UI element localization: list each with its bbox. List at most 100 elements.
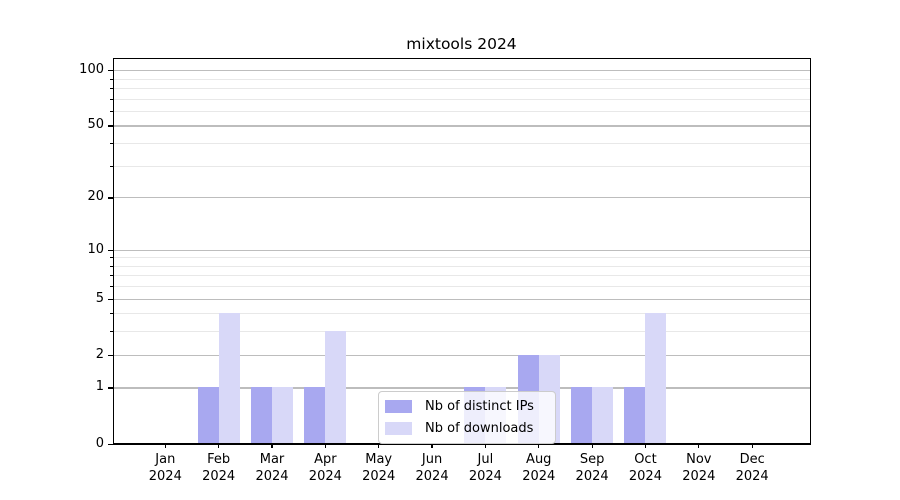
y-tick-label: 10 (87, 241, 104, 257)
y-tick-label: 2 (95, 346, 104, 362)
x-tick-label-month: Apr (314, 452, 337, 467)
bar-downloads-apr (325, 331, 347, 444)
x-tick-label-year: 2024 (255, 468, 289, 484)
y-minor-tick (110, 98, 113, 100)
gridline-major (114, 197, 810, 199)
x-tick-label: Aug 2024 (499, 452, 579, 485)
y-tick-label: 20 (87, 189, 104, 205)
x-tick-label: Nov 2024 (659, 452, 739, 485)
bar-ips-apr (304, 387, 326, 444)
x-tick-label-year: 2024 (415, 468, 449, 484)
y-minor-tick (110, 313, 113, 315)
y-tick (108, 387, 113, 389)
y-minor-tick (110, 88, 113, 90)
x-tick-label: Oct 2024 (605, 452, 685, 485)
x-tick-label-month: Dec (739, 452, 765, 467)
x-tick (271, 444, 273, 449)
x-tick-label-month: Jun (421, 452, 443, 467)
gridline-minor (114, 313, 810, 315)
x-tick-label: Jan 2024 (125, 452, 205, 485)
axis-spine-left (112, 58, 114, 445)
bar-ips-sep (571, 387, 593, 444)
gridline-minor (114, 143, 810, 145)
gridline-major (114, 354, 810, 356)
y-tick (108, 197, 113, 199)
bar-downloads-oct (645, 313, 667, 444)
x-tick-label-year: 2024 (522, 468, 556, 484)
x-tick-label-month: Mar (259, 452, 285, 467)
x-tick-label-month: Oct (634, 452, 657, 467)
y-tick (108, 249, 113, 251)
bar-downloads-mar (272, 387, 293, 444)
y-minor-tick (110, 165, 113, 167)
x-tick-label-month: Sep (579, 452, 605, 467)
x-tick-label-year: 2024 (308, 468, 342, 484)
y-tick-label: 100 (79, 62, 104, 78)
x-tick (538, 444, 540, 449)
x-tick-label-month: Feb (207, 452, 231, 467)
y-minor-tick (110, 265, 113, 267)
x-tick-label: Feb 2024 (179, 452, 259, 485)
y-minor-tick (110, 78, 113, 80)
gridline-minor (114, 78, 810, 80)
y-minor-tick (110, 257, 113, 259)
x-tick-label-year: 2024 (575, 468, 609, 484)
x-tick-label: Mar 2024 (232, 452, 312, 485)
x-tick-label-month: May (365, 452, 393, 467)
x-tick-label-month: Aug (526, 452, 552, 467)
gridline-minor (114, 98, 810, 100)
x-tick-label: Jul 2024 (445, 452, 525, 485)
y-tick-label: 1 (95, 379, 104, 395)
y-minor-tick (110, 275, 113, 277)
y-tick-label: 5 (95, 290, 104, 306)
gridline-minor (114, 165, 810, 167)
gridline-major (114, 249, 810, 251)
x-tick-label-month: Jul (477, 452, 494, 467)
x-tick-label-year: 2024 (148, 468, 182, 484)
gridline-minor (114, 286, 810, 288)
x-tick (378, 444, 380, 449)
y-tick (108, 70, 113, 72)
legend-swatch-downloads-icon (385, 422, 412, 435)
legend-label-distinct-ips: Nb of distinct IPs (425, 399, 534, 414)
x-tick-label: May 2024 (339, 452, 419, 485)
axis-spine-right (809, 58, 811, 445)
bar-ips-oct (624, 387, 646, 444)
x-tick (218, 444, 220, 449)
gridline-minor (114, 331, 810, 333)
legend-swatch-distinct-ips-icon (385, 400, 412, 413)
gridline-minor (114, 257, 810, 259)
x-tick-label-year: 2024 (202, 468, 236, 484)
y-tick (108, 125, 113, 127)
x-tick (644, 444, 647, 449)
y-tick-label: 50 (87, 117, 104, 133)
legend-item-downloads: Nb of downloads (385, 421, 547, 436)
gridline-major (114, 387, 810, 389)
gridline-minor (114, 265, 810, 267)
axis-spine-top (112, 58, 811, 60)
bar-ips-feb (197, 387, 219, 444)
x-tick-label-year: 2024 (468, 468, 502, 484)
gridline-major (114, 298, 810, 300)
y-minor-tick (110, 110, 113, 112)
x-tick (431, 444, 433, 449)
x-tick-label-year: 2024 (628, 468, 662, 484)
x-tick-label-year: 2024 (362, 468, 396, 484)
gridline-major (114, 70, 810, 72)
gridline-major (114, 125, 810, 127)
y-tick-label: 0 (95, 435, 104, 451)
x-tick-label: Sep 2024 (552, 452, 632, 485)
y-minor-tick (110, 143, 113, 145)
y-tick (108, 443, 113, 445)
x-tick (484, 444, 487, 449)
x-tick-label-month: Nov (686, 452, 712, 467)
bar-downloads-feb (218, 313, 240, 444)
bar-downloads-sep (592, 387, 614, 444)
gridline-minor (114, 110, 810, 113)
x-tick-label-year: 2024 (682, 468, 716, 484)
legend: Nb of distinct IPs Nb of downloads (378, 391, 556, 444)
legend-label-downloads: Nb of downloads (425, 421, 534, 436)
chart-title: mixtools 2024 (406, 35, 517, 53)
x-tick (324, 444, 327, 449)
